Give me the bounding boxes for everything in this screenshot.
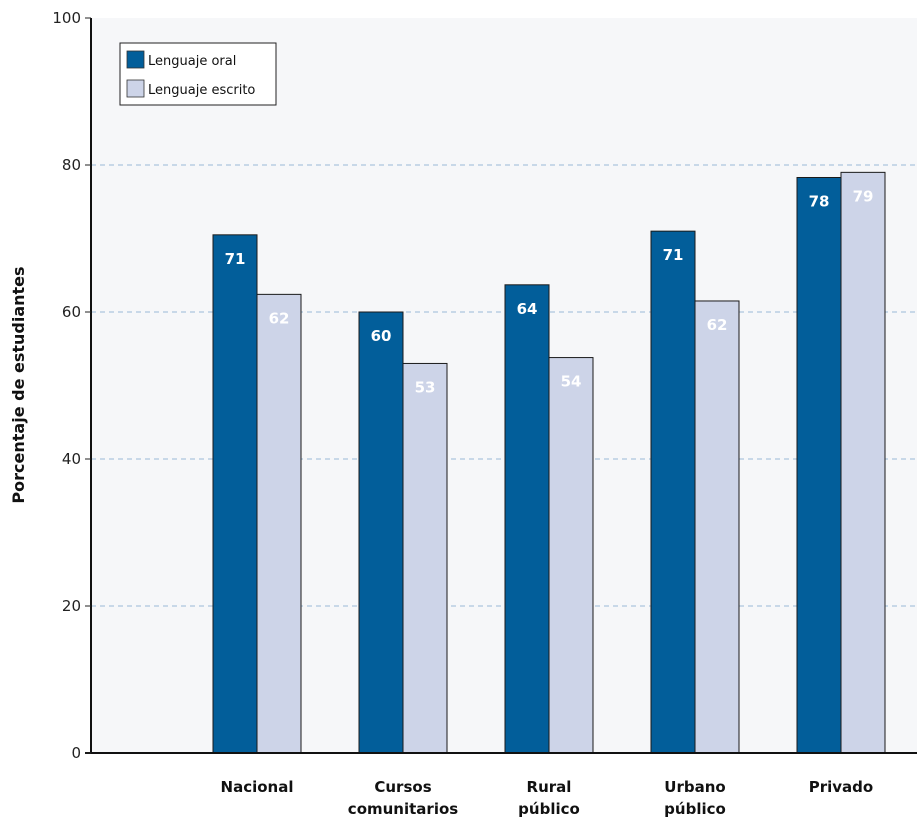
bar-escrito [256,293,302,754]
data-label-escrito: 62 [269,309,290,327]
bars: 71 62 60 53 64 54 71 62 78 79 [212,171,886,754]
x-category-label-line: Urbano [664,778,725,796]
x-category-label-line: Cursos [374,778,431,796]
x-category-label-line: comunitarios [348,800,458,818]
bar-escrito [402,362,448,754]
bar-oral [212,234,258,754]
x-category-label-line: público [518,800,580,818]
y-axis-title: Porcentaje de estudiantes [9,266,28,503]
x-category-label-line: público [664,800,726,818]
bar-escrito [694,300,740,754]
bar-oral [358,311,404,754]
x-category-label: Cursos comunitarios [348,778,458,818]
bar-escrito [548,357,594,754]
data-label-escrito: 54 [561,373,582,391]
x-category-label-line: Privado [809,778,873,796]
y-tick-label: 20 [62,597,81,615]
data-label-escrito: 53 [415,378,436,396]
data-label-escrito: 79 [853,187,874,205]
bar-escrito [840,171,886,754]
data-label-oral: 60 [371,327,392,345]
legend-label-oral: Lenguaje oral [148,54,236,69]
legend-label-escrito: Lenguaje escrito [148,83,255,98]
legend-swatch-oral [126,50,145,69]
axes [85,18,917,754]
x-category-label-line: Nacional [221,778,294,796]
data-label-oral: 64 [517,300,538,318]
x-category-label-line: Rural [527,778,572,796]
legend-box [119,42,277,106]
data-label-oral: 78 [809,192,830,210]
y-tick-label: 40 [62,450,81,468]
x-category-label: Privado [809,778,873,796]
y-tick-label: 60 [62,303,81,321]
bar-oral [650,230,696,754]
data-label-escrito: 62 [707,316,728,334]
bar-oral [504,284,550,754]
legend: Lenguaje oral Lenguaje escrito [119,42,277,106]
x-category-label: Rural público [518,778,580,818]
y-tick-label: 0 [71,744,81,762]
data-label-oral: 71 [663,246,684,264]
bar-oral [796,176,842,754]
data-label-oral: 71 [225,250,246,268]
x-category-label: Nacional [221,778,294,796]
y-tick-labels: 0 20 40 60 80 100 [52,9,91,762]
legend-swatch-escrito [126,79,145,98]
y-tick-label: 80 [62,156,81,174]
y-tick-label: 100 [52,9,81,27]
x-category-label: Urbano público [664,778,726,818]
